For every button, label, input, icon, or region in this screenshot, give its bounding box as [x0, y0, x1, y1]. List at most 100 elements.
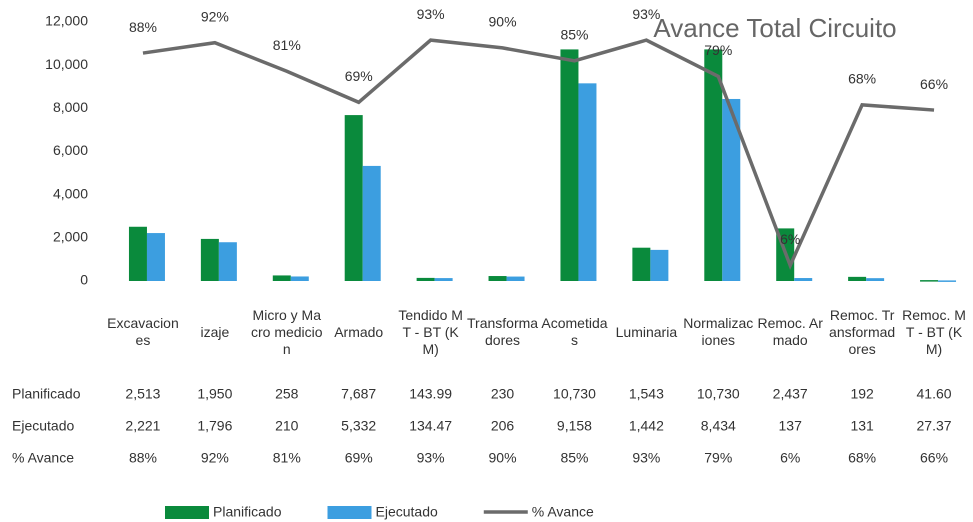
- x-tick-label-box: Normalizaciones: [683, 315, 754, 348]
- bar: [560, 49, 579, 282]
- table-cell: 1,442: [629, 418, 664, 434]
- table-cell: 143.99: [409, 386, 452, 402]
- table-cell: 1,543: [629, 386, 664, 402]
- y-tick-label: 12,000: [45, 13, 88, 29]
- x-tick-label: Acometidas: [541, 315, 608, 348]
- x-tick-label: Remoc. Armado: [757, 315, 823, 348]
- table-cell: 69%: [345, 450, 373, 466]
- bar: [416, 277, 435, 281]
- table-cell: 9,158: [557, 418, 592, 434]
- x-tick-label-box: Armado: [334, 323, 384, 340]
- table-cell: 93%: [632, 450, 660, 466]
- table-cell: 5,332: [341, 418, 376, 434]
- data-label: 68%: [848, 71, 876, 87]
- table-cell: 134.47: [409, 418, 452, 434]
- legend-swatch: [327, 506, 372, 519]
- x-tick-label-box: Remoc. MT - BT (KM): [902, 306, 966, 357]
- table-cell: 1,796: [197, 418, 232, 434]
- x-tick-label: Excavaciones: [107, 315, 179, 348]
- x-tick-label-box: Excavaciones: [107, 315, 179, 348]
- y-tick-label: 2,000: [53, 229, 88, 245]
- x-tick-label-box: Remoc. Transformadores: [829, 306, 896, 357]
- table-row-label: Planificado: [12, 386, 81, 402]
- table-cell: 27.37: [917, 418, 952, 434]
- x-tick-label-box: Transformadores: [467, 315, 539, 348]
- x-tick-label: Transformadores: [467, 315, 539, 348]
- y-tick-label: 0: [80, 272, 88, 288]
- table-cell: 90%: [489, 450, 517, 466]
- table-cell: 68%: [848, 450, 876, 466]
- bar: [650, 249, 669, 281]
- table-cell: 8,434: [701, 418, 736, 434]
- data-label: 69%: [345, 68, 373, 84]
- x-tick-label-box: izaje: [200, 323, 230, 340]
- legend-swatch: [165, 506, 209, 519]
- table-cell: 10,730: [553, 386, 596, 402]
- data-label: 88%: [129, 19, 157, 35]
- legend-label: % Avance: [532, 504, 594, 520]
- table-cell: 2,221: [125, 418, 160, 434]
- legend-label: Planificado: [213, 504, 282, 520]
- table-cell: 81%: [273, 450, 301, 466]
- x-tick-label: Remoc. MT - BT (KM): [902, 306, 966, 357]
- chart-title: Avance Total Circuito: [653, 13, 896, 43]
- data-label: 93%: [417, 6, 445, 22]
- table-cell: 93%: [417, 450, 445, 466]
- bar: [938, 280, 957, 282]
- table-cell: 6%: [780, 450, 800, 466]
- table-cell: 88%: [129, 450, 157, 466]
- table-cell: 85%: [560, 450, 588, 466]
- y-tick-label: 6,000: [53, 142, 88, 158]
- table-cell: 2,513: [125, 386, 160, 402]
- data-label: 66%: [920, 76, 948, 92]
- x-tick-label-box: Acometidas: [541, 315, 608, 348]
- bar: [704, 49, 723, 282]
- data-label: 92%: [201, 8, 229, 24]
- y-tick-label: 8,000: [53, 99, 88, 115]
- bar: [632, 247, 651, 281]
- bar: [794, 278, 813, 281]
- table-cell: 131: [850, 418, 874, 434]
- x-tick-label: Luminaria: [615, 323, 678, 340]
- table-cell: 210: [275, 418, 299, 434]
- y-tick-label: 4,000: [53, 185, 88, 201]
- table-cell: 206: [491, 418, 515, 434]
- bar: [344, 115, 363, 281]
- x-tick-label: Tendido MT - BT (KM): [398, 306, 463, 357]
- data-label: 79%: [704, 42, 732, 58]
- bar: [362, 165, 381, 281]
- table-cell: 7,687: [341, 386, 376, 402]
- table-cell: 66%: [920, 450, 948, 466]
- x-tick-label: Remoc. Transformadores: [829, 306, 896, 357]
- bar: [200, 238, 219, 281]
- x-tick-label: Armado: [334, 323, 384, 340]
- bar: [578, 83, 597, 281]
- data-label: 90%: [489, 14, 517, 30]
- table-row-label: % Avance: [12, 450, 74, 466]
- data-label: 6%: [780, 231, 800, 247]
- x-tick-label: izaje: [200, 323, 230, 340]
- table-cell: 41.60: [917, 386, 952, 402]
- bar: [506, 276, 525, 281]
- bar: [290, 276, 309, 281]
- bar: [866, 278, 885, 281]
- x-tick-label: Normalizaciones: [683, 315, 754, 348]
- x-tick-label-box: Luminaria: [615, 323, 678, 340]
- bar: [434, 278, 453, 281]
- bar: [722, 98, 741, 282]
- table-cell: 92%: [201, 450, 229, 466]
- y-tick-label: 10,000: [45, 56, 88, 72]
- table-cell: 1,950: [197, 386, 232, 402]
- data-label: 81%: [273, 37, 301, 53]
- bar: [272, 275, 291, 281]
- x-tick-label-box: Remoc. Armado: [757, 315, 823, 348]
- bar: [920, 280, 939, 282]
- line: [142, 38, 935, 271]
- table-row-label: Ejecutado: [12, 418, 74, 434]
- table-cell: 258: [275, 386, 299, 402]
- data-label: 85%: [560, 27, 588, 43]
- bar: [488, 276, 507, 281]
- table-cell: 230: [491, 386, 515, 402]
- table-cell: 2,437: [773, 386, 808, 402]
